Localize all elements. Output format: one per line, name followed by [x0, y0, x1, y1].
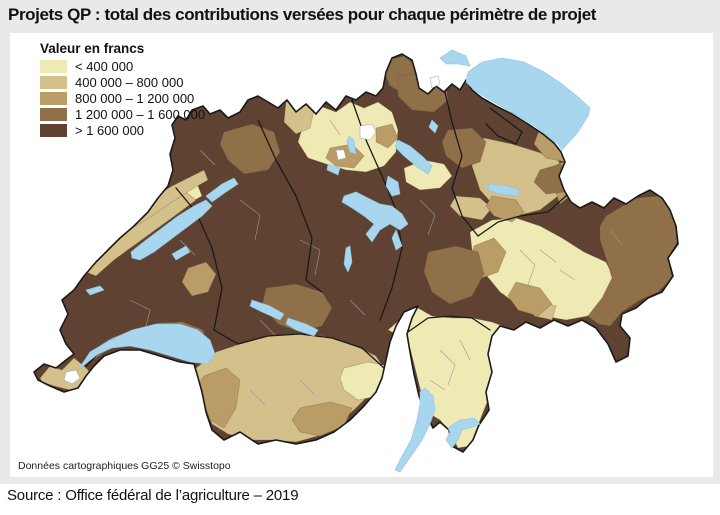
legend-swatch — [40, 124, 67, 137]
map-panel: Valeur en francs < 400 000 400 000 – 800… — [10, 33, 713, 477]
legend-swatch — [40, 60, 67, 73]
legend: Valeur en francs < 400 000 400 000 – 800… — [40, 41, 205, 140]
legend-item: < 400 000 — [40, 59, 205, 74]
source-note: Source : Office fédéral de l’agriculture… — [7, 487, 299, 504]
legend-item: 800 000 – 1 200 000 — [40, 91, 205, 106]
legend-swatch — [40, 76, 67, 89]
lakes-layer — [77, 49, 591, 473]
legend-title: Valeur en francs — [40, 41, 145, 56]
legend-item: > 1 600 000 — [40, 123, 205, 138]
legend-item-label: 800 000 – 1 200 000 — [75, 91, 195, 106]
national-border — [33, 53, 679, 453]
legend-item: 400 000 – 800 000 — [40, 75, 205, 90]
legend-item-label: < 400 000 — [75, 59, 134, 74]
figure-title: Projets QP : total des contributions ver… — [8, 5, 597, 24]
switzerland-choropleth-map — [33, 49, 679, 473]
legend-item: 1 200 000 – 1 600 000 — [40, 107, 206, 122]
legend-swatch — [40, 108, 67, 121]
no-data-regions — [63, 75, 441, 385]
legend-item-label: 400 000 – 800 000 — [75, 75, 184, 90]
map-attribution: Données cartographiques GG25 © Swisstopo — [18, 460, 231, 472]
legend-item-label: > 1 600 000 — [75, 123, 145, 138]
legend-swatch — [40, 92, 67, 105]
legend-item-label: 1 200 000 – 1 600 000 — [75, 107, 206, 122]
municipal-borders — [129, 119, 623, 406]
